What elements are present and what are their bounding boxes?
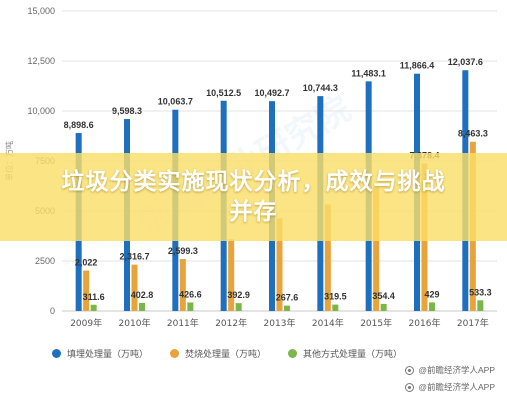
legend-item-other[interactable]: 其他方式处理量（万吨） (288, 347, 402, 360)
data-label: 9,598.3 (112, 106, 142, 116)
data-label: 533.3 (469, 287, 492, 297)
headline-text: 垃圾分类实施现状分析，成效与挑战并存 (61, 169, 446, 225)
data-label: 8,898.6 (64, 120, 94, 130)
data-label: 2,316.7 (119, 252, 149, 262)
data-label: 402.8 (131, 290, 154, 300)
bar-series-3 (429, 302, 435, 311)
legend-label-landfill: 填埋处理量（万吨） (67, 348, 149, 359)
legend-label-incineration: 焚烧处理量（万吨） (185, 348, 267, 359)
data-label: 354.4 (372, 291, 395, 301)
data-label: 10,512.5 (206, 88, 241, 98)
data-label: 10,063.7 (158, 97, 193, 107)
x-tick-label: 2014年 (312, 317, 344, 329)
x-tick-label: 2013年 (264, 317, 296, 329)
source-credit-2: @前瞻经济学人APP (405, 381, 495, 393)
data-label: 429 (424, 289, 439, 299)
data-label: 10,492.7 (254, 88, 289, 98)
data-label: 12,037.6 (448, 57, 483, 67)
data-label: 11,483.1 (351, 68, 386, 78)
data-label: 8,463.3 (458, 129, 488, 139)
data-label: 319.5 (324, 292, 347, 302)
x-tick-label: 2017年 (457, 317, 489, 329)
data-label: 2,022 (75, 258, 98, 268)
data-label: 10,744.3 (303, 83, 338, 93)
data-label: 267.6 (276, 293, 299, 303)
bar-series-3 (477, 300, 484, 311)
weibo-icon (405, 365, 415, 375)
x-tick-label: 2016年 (409, 317, 441, 329)
x-tick-label: 2010年 (119, 317, 151, 329)
y-tick-label: 12,500 (27, 56, 55, 66)
legend-swatch-incineration (170, 348, 180, 358)
data-label: 11,866.4 (400, 61, 435, 71)
bar-series-3 (284, 305, 290, 311)
bar-series-2 (228, 239, 235, 311)
chart-legend: 填埋处理量（万吨） 焚烧处理量（万吨） 其他方式处理量（万吨） (52, 345, 472, 361)
headline-banner: 垃圾分类实施现状分析，成效与挑战并存 (0, 153, 507, 241)
legend-item-landfill[interactable]: 填埋处理量（万吨） (52, 347, 148, 360)
bar-series-3 (332, 304, 339, 311)
bar-series-3 (90, 304, 97, 311)
legend-swatch-landfill (52, 348, 61, 358)
data-label: 426.6 (179, 289, 202, 299)
legend-label-other: 其他方式处理量（万吨） (303, 348, 403, 359)
bar-series-2 (179, 259, 186, 311)
bar-series-3 (187, 302, 194, 311)
bar-series-3 (139, 302, 145, 311)
x-tick-label: 2009年 (70, 317, 102, 329)
data-label: 2,599.3 (168, 246, 198, 256)
data-label: 392.9 (227, 290, 250, 300)
legend-swatch-other (288, 348, 298, 358)
data-label: 311.6 (83, 292, 105, 302)
y-tick-label: 0 (50, 306, 55, 316)
source-credit-1: @前瞻经济学人APP (405, 364, 495, 376)
x-tick-label: 2011年 (167, 317, 199, 329)
bar-series-2 (373, 187, 380, 311)
source-text-1: @前瞻经济学人APP (418, 365, 495, 375)
legend-item-incineration[interactable]: 焚烧处理量（万吨） (170, 347, 266, 360)
bar-series-3 (380, 303, 387, 311)
bar-series-3 (235, 303, 242, 311)
weibo-icon (405, 382, 415, 392)
y-tick-label: 10,000 (27, 106, 55, 116)
x-tick-label: 2012年 (215, 317, 247, 329)
source-text-2: @前瞻经济学人APP (418, 382, 495, 392)
bar-series-2 (324, 204, 331, 311)
bar-series-2 (131, 264, 138, 311)
bar-series-2 (276, 218, 283, 311)
x-tick-label: 2015年 (360, 317, 392, 329)
y-tick-label: 2500 (35, 256, 55, 266)
y-tick-label: 15,000 (27, 6, 55, 16)
bar-series-2 (83, 270, 90, 311)
